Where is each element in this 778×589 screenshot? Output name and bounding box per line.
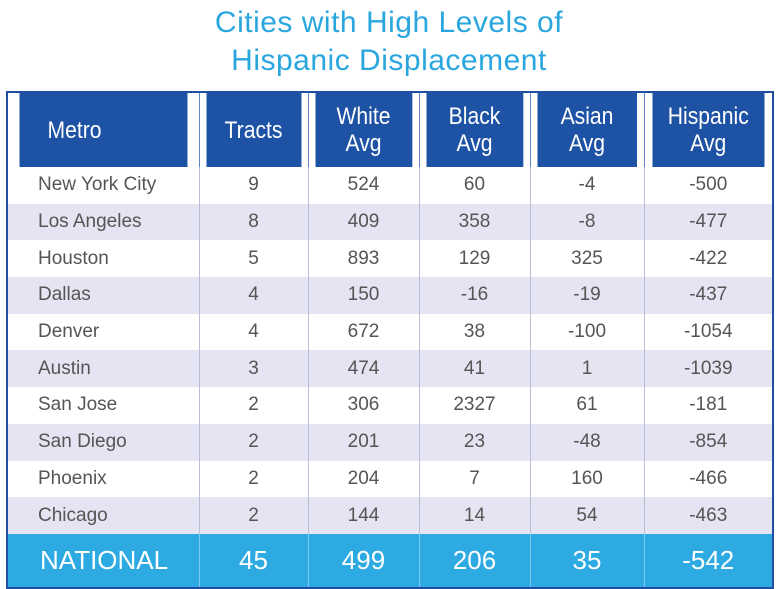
value-cell: 2: [198, 387, 308, 424]
value-cell: 41: [418, 350, 530, 388]
metro-cell: Chicago: [7, 497, 199, 534]
table-row: Houston 5 893 129 325 -422: [7, 240, 773, 278]
value-cell: -466: [643, 460, 773, 498]
value-cell: 325: [529, 240, 644, 278]
value-cell: -477: [643, 203, 773, 241]
column-header: Hispanic Avg: [651, 92, 766, 167]
value-cell: 7: [418, 460, 530, 498]
table-row: Denver 4 672 38 -100 -1054: [7, 313, 773, 351]
value-cell: 61: [529, 387, 644, 424]
value-cell: -181: [643, 387, 773, 424]
column-header: Black Avg: [425, 92, 524, 167]
header-row: Metro Tracts White Avg Black Avg Asian Avg Hispa…: [7, 92, 773, 167]
value-cell: 60: [418, 167, 530, 204]
value-cell: 409: [307, 203, 419, 241]
value-cell: 672: [307, 313, 419, 351]
national-value: -542: [643, 533, 773, 588]
value-cell: -854: [643, 423, 773, 461]
national-total-row: NATIONAL 45 499 206 35 -542: [7, 533, 773, 588]
value-cell: -437: [643, 277, 773, 314]
national-label: NATIONAL: [7, 533, 199, 588]
value-cell: 8: [198, 203, 308, 241]
metro-cell: Los Angeles: [7, 203, 199, 241]
metro-cell: San Diego: [7, 423, 199, 461]
metro-cell: Austin: [7, 350, 199, 388]
metro-cell: Houston: [7, 240, 199, 278]
table-row: San Jose 2 306 2327 61 -181: [7, 387, 773, 424]
value-cell: 201: [307, 423, 419, 461]
table-row: Chicago 2 144 14 54 -463: [7, 497, 773, 534]
value-cell: -1054: [643, 313, 773, 351]
value-cell: -4: [529, 167, 644, 204]
value-cell: -500: [643, 167, 773, 204]
title-line-1: Cities with High Levels of: [214, 6, 564, 39]
value-cell: -16: [418, 277, 530, 314]
national-value: 35: [529, 533, 644, 588]
value-cell: 2: [198, 497, 308, 534]
value-cell: -463: [643, 497, 773, 534]
table-row: Dallas 4 150 -16 -19 -437: [7, 277, 773, 314]
value-cell: 23: [418, 423, 530, 461]
value-cell: -8: [529, 203, 644, 241]
value-cell: 38: [418, 313, 530, 351]
table-row: San Diego 2 201 23 -48 -854: [7, 423, 773, 461]
national-value: 45: [198, 533, 308, 588]
metro-cell: San Jose: [7, 387, 199, 424]
table-row: Phoenix 2 204 7 160 -466: [7, 460, 773, 498]
value-cell: 160: [529, 460, 644, 498]
value-cell: 2: [198, 460, 308, 498]
value-cell: 54: [529, 497, 644, 534]
value-cell: 306: [307, 387, 419, 424]
value-cell: -422: [643, 240, 773, 278]
value-cell: 9: [198, 167, 308, 204]
value-cell: 893: [307, 240, 419, 278]
value-cell: -100: [529, 313, 644, 351]
national-value: 206: [418, 533, 530, 588]
value-cell: 474: [307, 350, 419, 388]
value-cell: 2327: [418, 387, 530, 424]
table-row: Austin 3 474 41 1 -1039: [7, 350, 773, 388]
value-cell: 2: [198, 423, 308, 461]
value-cell: 358: [418, 203, 530, 241]
metro-cell: Phoenix: [7, 460, 199, 498]
column-header: Tracts: [205, 92, 302, 167]
value-cell: 1: [529, 350, 644, 388]
value-cell: 150: [307, 277, 419, 314]
value-cell: 5: [198, 240, 308, 278]
value-cell: -1039: [643, 350, 773, 388]
table-row: Los Angeles 8 409 358 -8 -477: [7, 203, 773, 241]
value-cell: 3: [198, 350, 308, 388]
title-line-2: Hispanic Displacement: [231, 44, 547, 77]
value-cell: -19: [529, 277, 644, 314]
column-header: White Avg: [314, 92, 413, 167]
metro-cell: New York City: [7, 167, 199, 204]
value-cell: 4: [198, 277, 308, 314]
value-cell: 4: [198, 313, 308, 351]
value-cell: 204: [307, 460, 419, 498]
metro-cell: Dallas: [7, 277, 199, 314]
value-cell: 144: [307, 497, 419, 534]
value-cell: 524: [307, 167, 419, 204]
national-value: 499: [307, 533, 419, 588]
table-row: New York City 9 524 60 -4 -500: [7, 167, 773, 204]
value-cell: 129: [418, 240, 530, 278]
value-cell: -48: [529, 423, 644, 461]
metro-cell: Denver: [7, 313, 199, 351]
column-header: Metro: [18, 92, 188, 167]
displacement-table: Metro Tracts White Avg Black Avg Asian Avg Hispa…: [6, 91, 774, 589]
column-header: Asian Avg: [536, 92, 638, 167]
value-cell: 14: [418, 497, 530, 534]
